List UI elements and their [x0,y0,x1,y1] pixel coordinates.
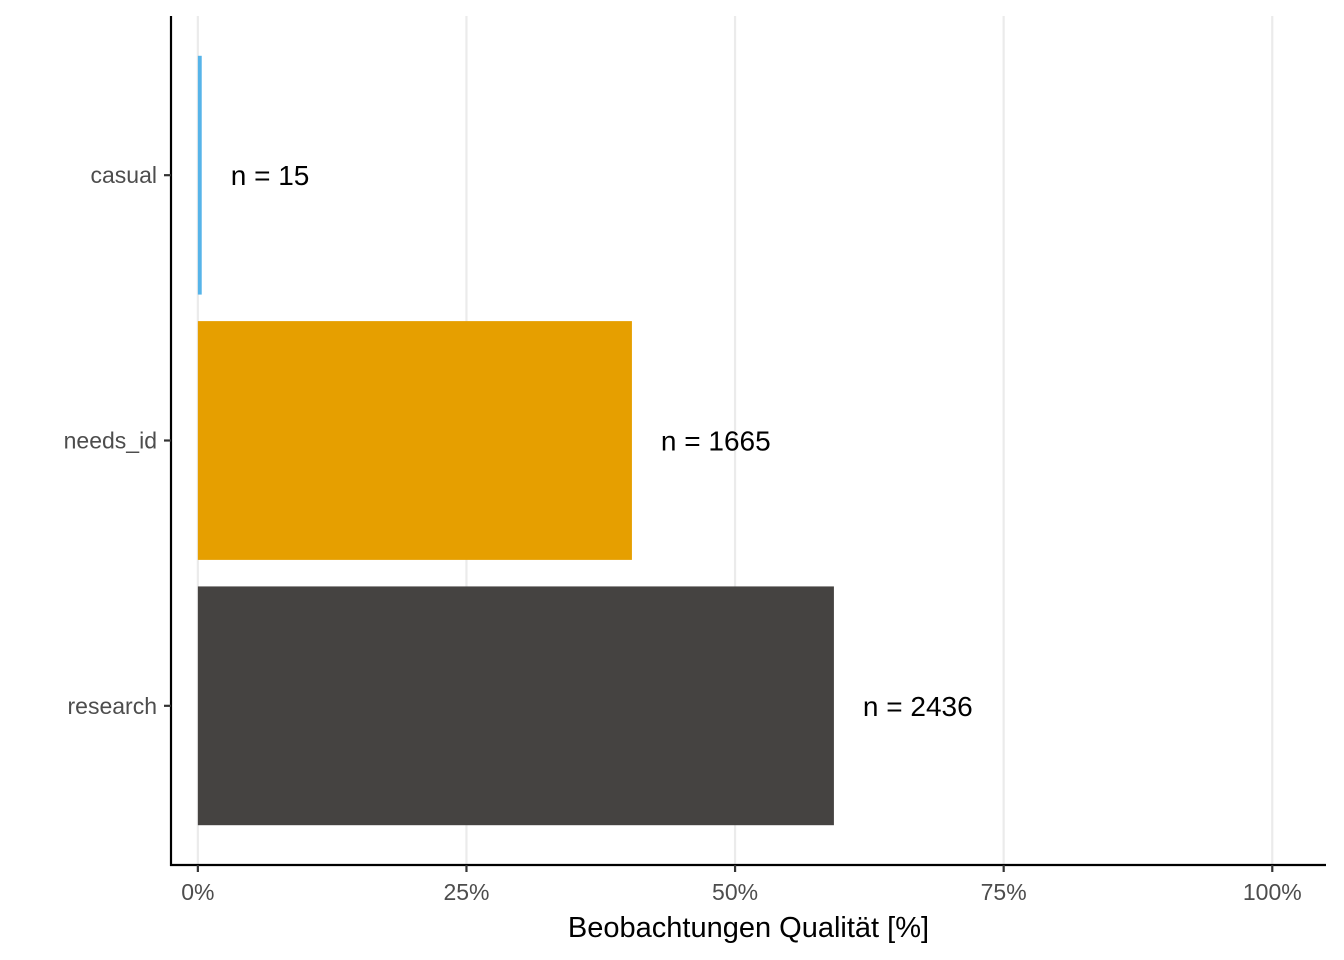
x-tick-label-0%: 0% [181,879,214,905]
bar-research [197,586,834,826]
x-tick-label-50%: 50% [712,879,758,905]
y-tick-label-research: research [68,693,157,719]
x-axis-title: Beobachtungen Qualität [%] [568,912,929,944]
bar-label-casual: n = 15 [231,160,310,191]
bar-label-needs_id: n = 1665 [661,426,771,457]
bar-label-research: n = 2436 [863,691,973,722]
y-tick-label-casual: casual [91,162,157,188]
bars [197,55,834,826]
y-tick-label-needs_id: needs_id [64,428,157,454]
bar-casual [197,55,202,295]
x-tick-label-25%: 25% [443,879,489,905]
x-tick-label-75%: 75% [981,879,1027,905]
x-tick-label-100%: 100% [1243,879,1302,905]
bar-labels: n = 15 n = 1665 n = 2436 [231,160,973,722]
axes: 0% 25% 50% 75% 100% casual needs_id research [64,16,1326,905]
bar-needs_id [197,321,632,560]
